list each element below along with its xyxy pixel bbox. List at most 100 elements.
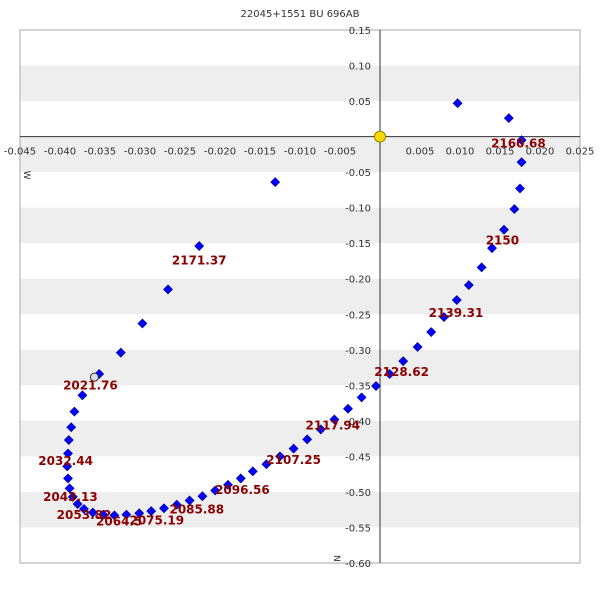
epoch-label: 2107.25 xyxy=(266,453,321,467)
y-tick-label: 0.05 xyxy=(349,97,371,108)
epoch-label: 2032.44 xyxy=(38,454,93,468)
background-band xyxy=(20,456,580,492)
background-band xyxy=(20,314,580,350)
orbit-point xyxy=(451,295,462,305)
x-tick-label: -0.025 xyxy=(164,147,196,158)
orbit-point xyxy=(356,392,367,403)
orbit-point xyxy=(171,499,182,510)
orbit-point xyxy=(63,448,73,459)
y-tick-label: -0.10 xyxy=(345,204,371,215)
background-band xyxy=(20,349,580,386)
y-tick-label: -0.20 xyxy=(345,275,371,286)
orbit-point xyxy=(288,443,299,454)
orbit-point xyxy=(184,495,195,506)
orbit-point xyxy=(516,157,527,168)
orbit-point xyxy=(223,479,233,490)
y-tick-label: 0.10 xyxy=(349,62,371,73)
x-tick-label: -0.020 xyxy=(204,147,236,158)
epoch-label: 2085.88 xyxy=(169,502,224,516)
x-tick-label: -0.005 xyxy=(324,147,356,158)
orbit-point xyxy=(275,451,285,462)
epoch-label: 2160.68 xyxy=(491,136,546,150)
y-tick-label: 0.15 xyxy=(349,26,371,37)
background-band xyxy=(20,207,580,244)
orbit-point xyxy=(66,422,77,433)
y-tick-label: -0.45 xyxy=(345,452,371,463)
epoch-label: 2043.13 xyxy=(43,490,98,504)
epoch-label: 2053.82 xyxy=(57,508,112,522)
plot-border xyxy=(19,29,581,564)
orbit-point xyxy=(503,113,514,124)
epoch-label: 2150 xyxy=(486,234,519,248)
epoch-label: 2128.62 xyxy=(374,365,429,379)
data-points xyxy=(62,98,527,521)
background-band xyxy=(20,101,580,137)
x-tick-label: -0.030 xyxy=(124,147,156,158)
x-tick-label: 0.010 xyxy=(446,147,475,158)
orbit-point xyxy=(463,280,474,291)
orbit-point xyxy=(163,284,173,295)
observed-point xyxy=(89,372,99,382)
background-band xyxy=(20,243,580,279)
orbit-point xyxy=(439,312,449,323)
x-tick-label: -0.035 xyxy=(84,147,116,158)
orbit-point xyxy=(62,461,73,472)
epoch-label: 2117.94 xyxy=(305,418,360,432)
y-tick-label: -0.05 xyxy=(345,168,371,179)
primary-star xyxy=(374,130,386,143)
orbit-point xyxy=(69,406,80,417)
orbit-point xyxy=(77,390,88,401)
background-band xyxy=(20,527,580,563)
x-tick-label: -0.045 xyxy=(4,147,36,158)
y-tick-label: -0.55 xyxy=(345,523,371,534)
orbit-point xyxy=(67,491,78,502)
orbit-point xyxy=(516,135,527,146)
west-label: W xyxy=(21,171,31,180)
orbit-point xyxy=(329,414,340,425)
y-tick-label: -0.30 xyxy=(345,346,371,357)
orbit-point xyxy=(384,369,395,379)
background-band xyxy=(20,420,580,457)
orbit-point xyxy=(210,485,221,496)
epoch-label: 2064.5 xyxy=(96,514,142,528)
orbit-point xyxy=(72,499,83,509)
orbit-point xyxy=(452,98,463,109)
y-tick-label: -0.60 xyxy=(345,559,371,570)
background-band xyxy=(20,30,580,66)
background-band xyxy=(20,278,580,315)
north-label: N xyxy=(331,555,341,562)
x-tick-label: -0.040 xyxy=(44,147,76,158)
y-tick-label: -0.15 xyxy=(345,239,371,250)
y-tick-label: -0.40 xyxy=(345,417,371,428)
orbit-point xyxy=(487,243,497,254)
tick-labels: -0.045 -0.040 -0.035 -0.030 -0.025 -0.020 -0.0… xyxy=(4,26,594,570)
orbit-point xyxy=(426,327,437,337)
background-band xyxy=(20,172,580,208)
y-tick-label: -0.50 xyxy=(345,488,371,499)
orbit-point xyxy=(94,369,105,379)
orbit-point xyxy=(261,459,272,470)
epoch-labels: 2160.68 2150 2139.31 2128.62 2117.94 2107.25 2… xyxy=(38,136,545,528)
orbit-point xyxy=(87,507,98,518)
orbit-point xyxy=(315,424,326,435)
x-tick-label: 0.025 xyxy=(566,147,595,158)
x-tick-label: -0.010 xyxy=(284,147,316,158)
background-band xyxy=(20,491,580,528)
plot-background-bands xyxy=(20,30,580,563)
x-tick-label: 0.015 xyxy=(486,147,515,158)
orbit-point xyxy=(109,510,120,521)
orbit-point xyxy=(235,473,246,484)
orbit-point xyxy=(270,177,281,188)
x-tick-label: 0.020 xyxy=(526,147,555,158)
x-tick-label: 0.005 xyxy=(406,147,435,158)
x-tick-label: -0.015 xyxy=(244,147,276,158)
orbit-point xyxy=(64,483,75,494)
orbit-point xyxy=(371,381,381,391)
orbit-point xyxy=(197,491,208,502)
orbit-point xyxy=(194,241,205,251)
orbit-point xyxy=(98,509,109,520)
epoch-label: 2075.19 xyxy=(129,514,184,528)
background-band xyxy=(20,136,580,173)
orbit-point xyxy=(476,262,487,273)
orbit-point xyxy=(134,508,145,519)
